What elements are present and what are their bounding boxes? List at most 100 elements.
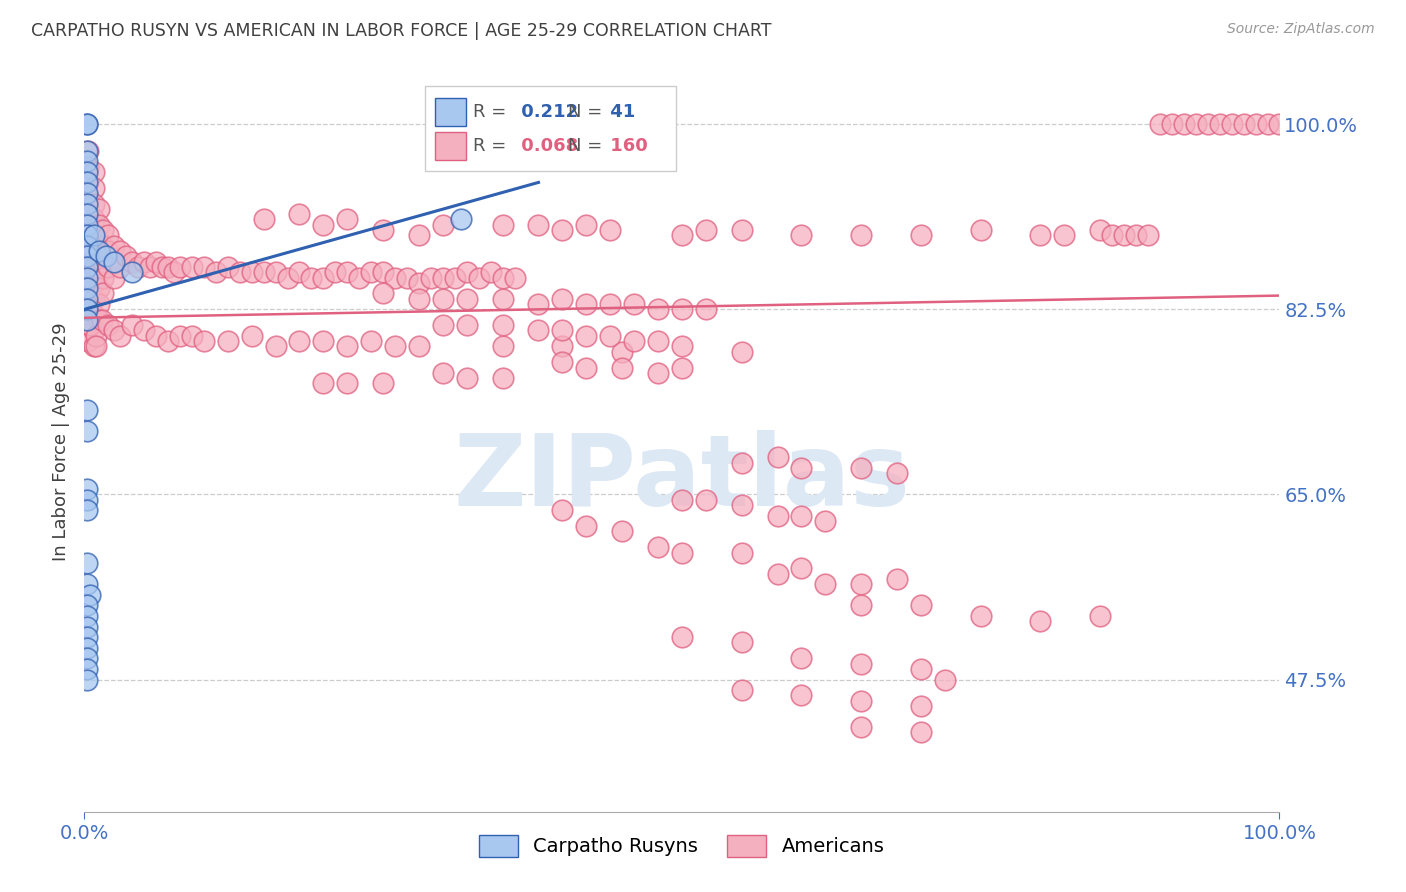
Point	[790, 651, 813, 665]
Point	[76, 302, 98, 317]
Point	[93, 254, 115, 268]
Point	[671, 630, 693, 644]
Point	[312, 376, 335, 391]
Point	[456, 318, 478, 333]
Point	[432, 270, 454, 285]
Point	[970, 609, 993, 624]
Text: N =: N =	[568, 103, 603, 121]
Point	[76, 154, 98, 169]
Point	[851, 461, 873, 475]
Point	[76, 270, 98, 285]
FancyBboxPatch shape	[434, 98, 465, 126]
Point	[77, 144, 100, 158]
Point	[479, 265, 502, 279]
Point	[83, 260, 105, 274]
Text: 0.212: 0.212	[515, 103, 578, 121]
Point	[492, 292, 515, 306]
Point	[647, 302, 669, 317]
Point	[432, 366, 454, 380]
Text: 0.068: 0.068	[515, 137, 578, 155]
Point	[373, 376, 395, 391]
Point	[551, 355, 574, 369]
Point	[1101, 228, 1123, 243]
Point	[551, 223, 574, 237]
Point	[79, 318, 101, 333]
Point	[76, 292, 98, 306]
Point	[83, 180, 105, 194]
Point	[91, 313, 114, 327]
Point	[1197, 117, 1219, 131]
Point	[264, 265, 287, 279]
Point	[150, 260, 173, 274]
Point	[83, 292, 105, 306]
Point	[575, 297, 598, 311]
Point	[87, 249, 110, 264]
Point	[76, 673, 98, 687]
Point	[851, 657, 873, 671]
Point	[253, 265, 276, 279]
Point	[1220, 117, 1243, 131]
Point	[77, 207, 100, 221]
Point	[432, 318, 454, 333]
Point	[77, 302, 100, 317]
Point	[886, 467, 908, 481]
Point	[87, 244, 110, 259]
Point	[169, 328, 191, 343]
Point	[193, 260, 215, 274]
Point	[277, 270, 299, 285]
Point	[1268, 117, 1291, 131]
Point	[77, 286, 100, 301]
Point	[76, 640, 98, 655]
Point	[1209, 117, 1232, 131]
Point	[766, 566, 789, 581]
Point	[127, 260, 149, 274]
Point	[886, 572, 908, 586]
Point	[766, 508, 789, 523]
Point	[408, 276, 430, 290]
Point	[77, 318, 100, 333]
Point	[623, 297, 645, 311]
Point	[432, 218, 454, 232]
Point	[76, 609, 98, 624]
Point	[76, 503, 98, 517]
Point	[336, 339, 359, 353]
Point	[115, 249, 138, 264]
Point	[76, 651, 98, 665]
Point	[551, 339, 574, 353]
Point	[671, 546, 693, 560]
Point	[76, 165, 98, 179]
Point	[731, 456, 754, 470]
Point	[103, 254, 125, 268]
Text: Source: ZipAtlas.com: Source: ZipAtlas.com	[1227, 22, 1375, 37]
Point	[103, 270, 125, 285]
Point	[253, 212, 276, 227]
Point	[766, 450, 789, 465]
Point	[599, 328, 621, 343]
Point	[87, 297, 110, 311]
Point	[731, 635, 754, 649]
Point	[103, 324, 125, 338]
Point	[76, 281, 98, 295]
Point	[157, 260, 180, 274]
Point	[1233, 117, 1256, 131]
Point	[76, 662, 98, 676]
Point	[1125, 228, 1147, 243]
Point	[193, 334, 215, 348]
Point	[83, 308, 105, 322]
Point	[77, 223, 100, 237]
Point	[139, 260, 162, 274]
Point	[76, 249, 98, 264]
Point	[76, 260, 98, 274]
Point	[94, 249, 117, 264]
Point	[312, 218, 335, 232]
Point	[288, 334, 311, 348]
Point	[110, 260, 132, 274]
Point	[83, 339, 105, 353]
Point	[790, 561, 813, 575]
Point	[450, 212, 472, 227]
Point	[492, 218, 515, 232]
Point	[731, 683, 754, 698]
Point	[83, 276, 105, 290]
Text: N =: N =	[568, 137, 603, 155]
Point	[76, 186, 98, 200]
